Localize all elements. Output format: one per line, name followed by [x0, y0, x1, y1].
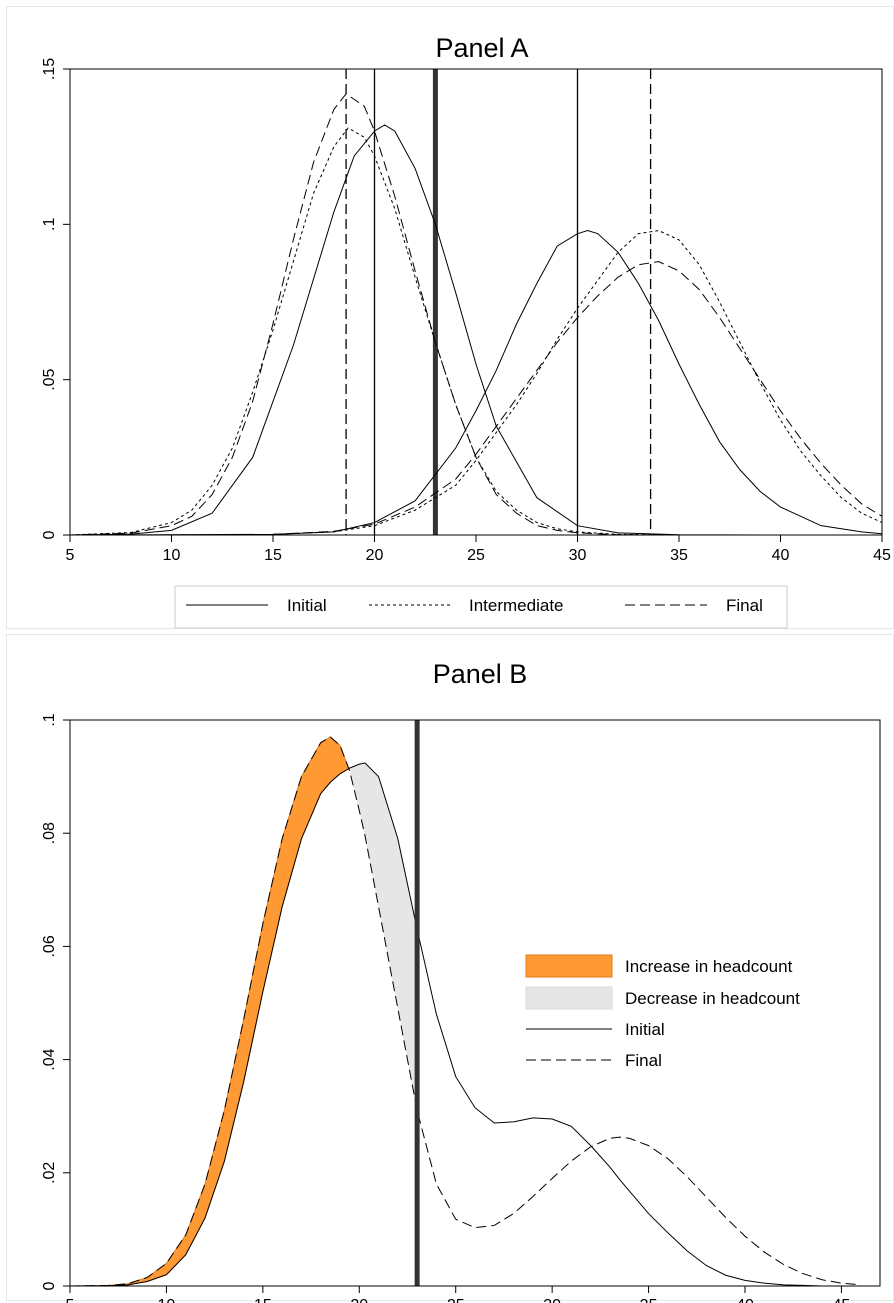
x-tick-label: 30	[543, 1297, 561, 1303]
legend-label-increase-in-headcount: Increase in headcount	[625, 957, 793, 976]
panel-a-plot	[70, 69, 882, 535]
x-tick-label: 20	[350, 1297, 368, 1303]
y-tick-label: 0	[41, 530, 58, 539]
x-tick-label: 45	[833, 1297, 851, 1303]
panel-b: Panel B 5 10 15 20 25 30 35 40 45 0 .02 .04 .06 .08 .1…	[41, 659, 880, 1303]
legend-label-initial: Initial	[625, 1020, 665, 1039]
x-tick-label: 25	[467, 547, 485, 564]
increase-in-headcount-area	[70, 737, 349, 1286]
series-line-initial-1	[70, 231, 882, 535]
x-tick-label: 35	[670, 547, 688, 564]
x-tick-label: 45	[873, 547, 891, 564]
y-tick-label: .15	[41, 58, 58, 80]
x-tick-label: 40	[772, 547, 790, 564]
legend-label-initial: Initial	[287, 596, 327, 615]
x-tick-label: 15	[254, 1297, 272, 1303]
x-tick-label: 10	[163, 547, 181, 564]
panel-a: Panel A 5 10 15 20 25 30 35 40 45 0 .05 .1 .15 Initi…	[41, 33, 891, 628]
series-line-initial	[70, 763, 861, 1286]
panel-b-axes: 5 10 15 20 25 30 35 40 45 0 .02 .04 .06 .08 .1	[41, 713, 880, 1303]
legend-label-final: Final	[726, 596, 763, 615]
legend-label-final: Final	[625, 1051, 662, 1070]
y-tick-label: .1	[41, 218, 58, 231]
y-tick-label: .1	[41, 713, 58, 726]
y-tick-label: 0	[41, 1281, 58, 1290]
x-tick-label: 30	[569, 547, 587, 564]
x-tick-label: 20	[366, 547, 384, 564]
panel-a-title: Panel A	[435, 33, 528, 63]
legend-label-intermediate: Intermediate	[469, 596, 564, 615]
y-tick-label: .06	[41, 935, 58, 957]
legend-key-decrease-in-headcount	[526, 987, 612, 1009]
y-tick-label: .02	[41, 1162, 58, 1184]
x-tick-label: 5	[66, 547, 75, 564]
x-tick-label: 5	[66, 1297, 75, 1303]
panel-b-title: Panel B	[433, 659, 528, 689]
x-tick-label: 15	[264, 547, 282, 564]
x-tick-label: 40	[736, 1297, 754, 1303]
y-tick-label: .05	[41, 368, 58, 390]
x-tick-label: 35	[640, 1297, 658, 1303]
panel-b-legend: Increase in headcount Decrease in headcou…	[526, 955, 800, 1070]
y-tick-label: .04	[41, 1048, 58, 1070]
panel-a-legend: Initial Intermediate Final	[175, 586, 787, 628]
panel-a-axes: 5 10 15 20 25 30 35 40 45 0 .05 .1 .15	[41, 58, 891, 564]
legend-label-decrease-in-headcount: Decrease in headcount	[625, 989, 800, 1008]
panel-a-plot-frame	[70, 69, 882, 535]
series-line-initial-0	[70, 125, 882, 535]
y-tick-label: .08	[41, 822, 58, 844]
x-tick-label: 25	[447, 1297, 465, 1303]
series-line-final	[70, 737, 861, 1286]
x-tick-label: 10	[158, 1297, 176, 1303]
legend-key-increase-in-headcount	[526, 955, 612, 977]
